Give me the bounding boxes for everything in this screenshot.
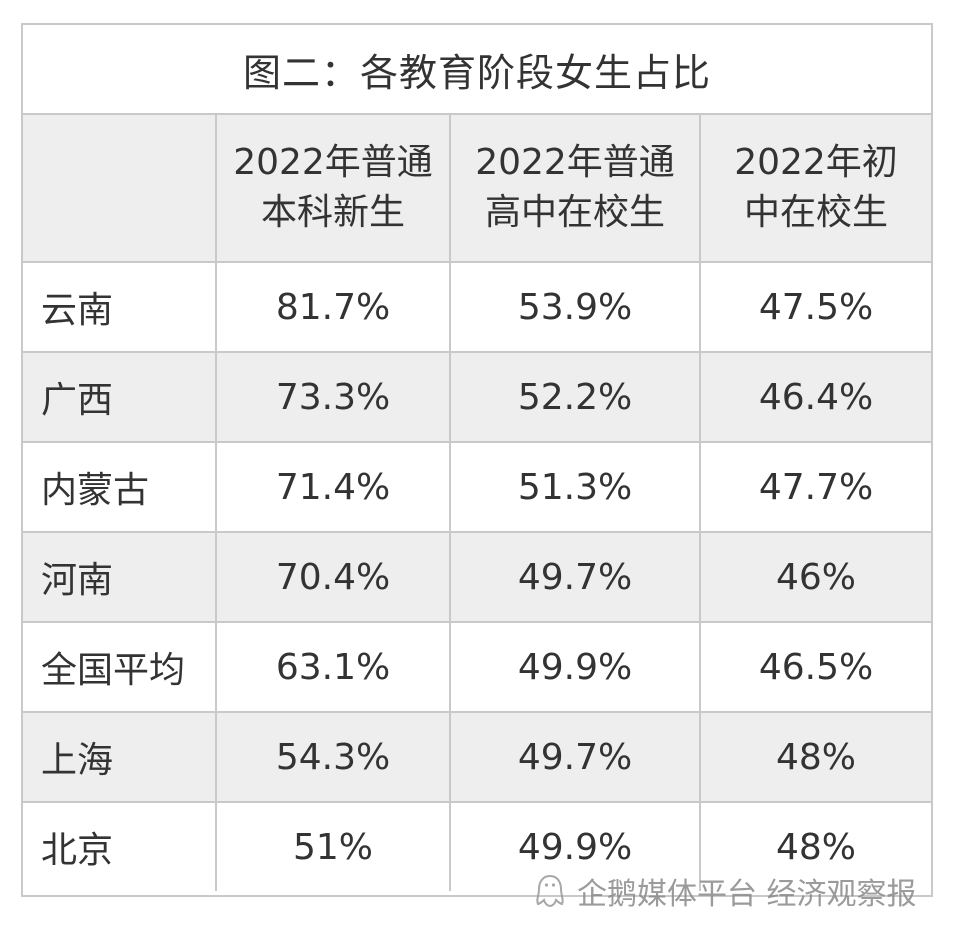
value-cell: 51% — [215, 801, 451, 891]
region-cell: 内蒙古 — [23, 441, 217, 533]
value-cell: 48% — [699, 711, 931, 803]
region-cell: 北京 — [23, 801, 217, 891]
value-cell: 63.1% — [215, 621, 451, 713]
value-cell: 51.3% — [449, 441, 701, 533]
header-cell-region — [23, 115, 217, 263]
header-label: 2022年初中在校生 — [734, 142, 898, 233]
region-cell: 全国平均 — [23, 621, 217, 713]
value-cell: 54.3% — [215, 711, 451, 803]
header-label: 2022年普通高中在校生 — [475, 142, 675, 233]
penguin-logo-icon — [536, 874, 564, 908]
value-cell: 70.4% — [215, 531, 451, 623]
table-row: 上海 54.3% 49.7% 48% — [23, 711, 931, 803]
table-row: 云南 81.7% 53.9% 47.5% — [23, 261, 931, 353]
header-cell-undergrad: 2022年普通本科新生 — [215, 115, 451, 263]
header-cell-juniorhigh: 2022年初中在校生 — [699, 115, 931, 263]
region-cell: 云南 — [23, 261, 217, 353]
value-cell: 46.4% — [699, 351, 931, 443]
region-cell: 上海 — [23, 711, 217, 803]
value-cell: 73.3% — [215, 351, 451, 443]
value-cell: 49.7% — [449, 531, 701, 623]
value-cell: 71.4% — [215, 441, 451, 533]
table-row: 全国平均 63.1% 49.9% 46.5% — [23, 621, 931, 713]
table-row: 广西 73.3% 52.2% 46.4% — [23, 351, 931, 443]
value-cell: 47.7% — [699, 441, 931, 533]
value-cell: 46.5% — [699, 621, 931, 713]
region-cell: 广西 — [23, 351, 217, 443]
value-cell: 49.7% — [449, 711, 701, 803]
value-cell: 48% — [699, 801, 931, 891]
header-row: 2022年普通本科新生 2022年普通高中在校生 2022年初中在校生 — [23, 115, 931, 263]
value-cell: 47.5% — [699, 261, 931, 353]
table-row: 内蒙古 71.4% 51.3% 47.7% — [23, 441, 931, 533]
table-frame: 图二：各教育阶段女生占比 2022年普通本科新生 2022年普通高中在校生 20… — [21, 23, 933, 897]
table-row: 北京 51% 49.9% 48% — [23, 801, 931, 891]
header-cell-highschool: 2022年普通高中在校生 — [449, 115, 701, 263]
data-table: 2022年普通本科新生 2022年普通高中在校生 2022年初中在校生 云南 8… — [23, 115, 931, 891]
value-cell: 53.9% — [449, 261, 701, 353]
watermark: 企鹅媒体平台 经济观察报 — [533, 869, 917, 913]
table-title: 图二：各教育阶段女生占比 — [23, 25, 931, 115]
region-cell: 河南 — [23, 531, 217, 623]
watermark-text: 企鹅媒体平台 经济观察报 — [577, 877, 917, 912]
table-row: 河南 70.4% 49.7% 46% — [23, 531, 931, 623]
value-cell: 46% — [699, 531, 931, 623]
header-label: 2022年普通本科新生 — [233, 142, 433, 233]
value-cell: 52.2% — [449, 351, 701, 443]
value-cell: 49.9% — [449, 801, 701, 891]
value-cell: 49.9% — [449, 621, 701, 713]
value-cell: 81.7% — [215, 261, 451, 353]
